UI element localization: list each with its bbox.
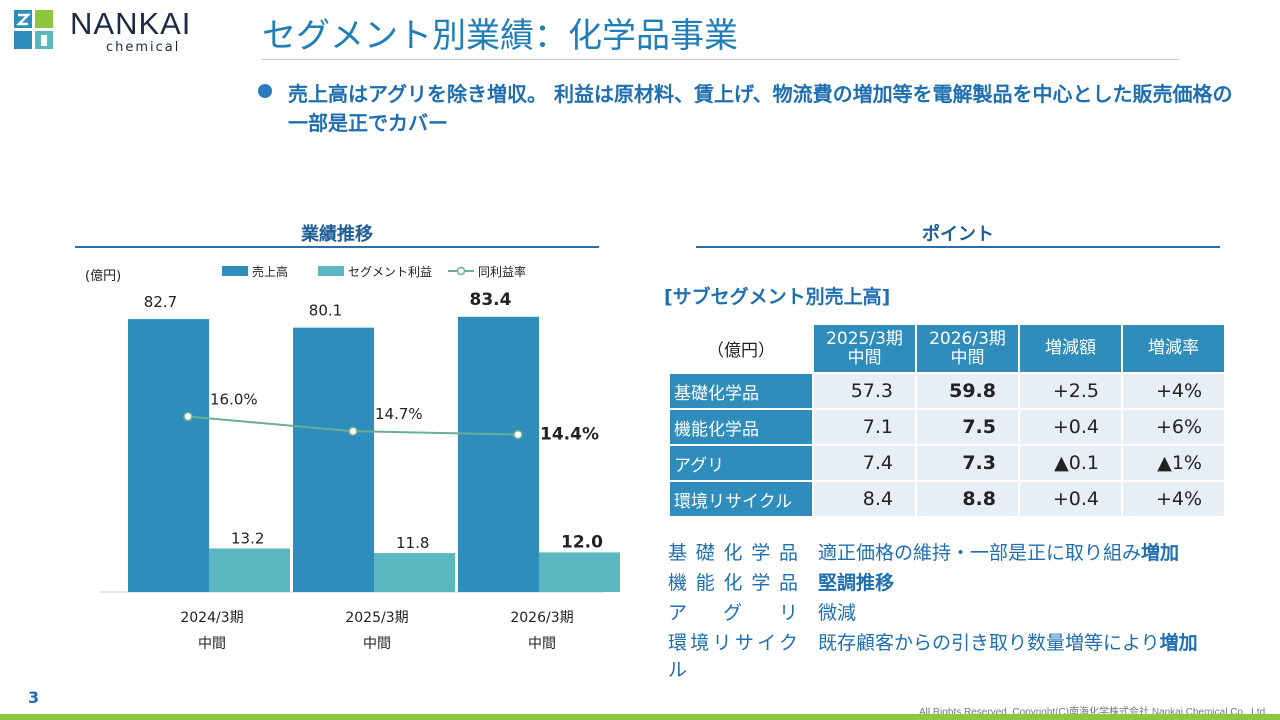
x-tick-label: 2025/3期: [345, 610, 408, 626]
title-divider: [262, 59, 1180, 60]
bar-segment-profit: [209, 548, 290, 592]
list-item: アグリ 微減: [668, 598, 1268, 628]
legend-label-profit: セグメント利益: [348, 265, 432, 279]
data-label-rate: 14.7%: [375, 405, 423, 423]
data-label-sales: 82.7: [144, 293, 177, 311]
data-label-profit: 12.0: [561, 532, 603, 552]
list-item: 機能化学品 堅調推移: [668, 568, 1268, 598]
bar-sales: [293, 327, 374, 592]
cell-fy2025: 8.4: [812, 480, 917, 518]
section-title-performance: 業績推移: [301, 224, 373, 245]
table-header-row: （億円） 2025/3期 中間 2026/3期 中間 増減額 増減率: [668, 323, 1226, 374]
cell-fy2025: 7.4: [812, 444, 917, 482]
col-header-change-rate: 増減率: [1121, 323, 1226, 374]
data-label-profit: 11.8: [396, 534, 429, 552]
cell-change-rate: +4%: [1121, 372, 1226, 410]
subsegment-title: [サブセグメント別売上高]: [664, 286, 891, 308]
x-tick-label: 中間: [198, 636, 226, 652]
data-label-rate: 14.4%: [540, 425, 599, 445]
note-label: 機能化学品: [668, 572, 798, 594]
cell-change-rate: +4%: [1121, 480, 1226, 518]
bar-segment-profit: [539, 552, 620, 592]
cell-change: +2.5: [1018, 372, 1123, 410]
cell-fy2026: 8.8: [915, 480, 1020, 518]
col-header-change: 増減額: [1018, 323, 1123, 374]
subsegment-sales-table: （億円） 2025/3期 中間 2026/3期 中間 増減額 増減率 基礎化学品 5…: [668, 323, 1226, 518]
table-row: 基礎化学品 57.3 59.8 +2.5 +4%: [668, 372, 1226, 410]
legend-label-sales: 売上高: [252, 264, 288, 279]
legend-label-rate: 同利益率: [478, 264, 526, 279]
bullet-icon: [258, 84, 272, 98]
copyright-text: All Rights Reserved. Copyright(C)南海化学株式会…: [919, 707, 1268, 718]
brand-subtitle: chemical: [106, 40, 181, 55]
chart-legend: 売上高 セグメント利益 同利益率: [222, 264, 526, 279]
cell-fy2025: 57.3: [812, 372, 917, 410]
col-header-fy2026: 2026/3期 中間: [915, 323, 1020, 374]
footer-bar: [0, 714, 1280, 720]
bar-sales: [458, 316, 539, 592]
table-row: アグリ 7.4 7.3 ▲0.1 ▲1%: [668, 444, 1226, 482]
cell-change: +0.4: [1018, 408, 1123, 446]
row-label: 機能化学品: [668, 408, 814, 446]
table-row: 環境リサイクル 8.4 8.8 +0.4 +4%: [668, 480, 1226, 518]
row-label: 基礎化学品: [668, 372, 814, 410]
page-title: セグメント別業績：化学品事業: [262, 16, 738, 56]
cell-fy2026: 7.3: [915, 444, 1020, 482]
x-tick-label: 2024/3期: [180, 610, 243, 626]
x-tick-label: 2026/3期: [510, 610, 573, 626]
note-label: 基礎化学品: [668, 542, 798, 564]
notes-list: 基礎化学品 適正価格の維持・一部是正に取り組み増加 機能化学品 堅調推移 アグリ…: [668, 538, 1268, 681]
data-label-sales: 80.1: [309, 302, 342, 320]
cell-change-rate: +6%: [1121, 408, 1226, 446]
cell-fy2026: 59.8: [915, 372, 1020, 410]
data-label-profit: 13.2: [231, 529, 264, 547]
performance-chart: (億円) 売上高 セグメント利益 同利益率 82.713.22024/3期中間8…: [85, 264, 620, 652]
bar-segment-profit: [374, 553, 455, 592]
row-label: アグリ: [668, 444, 814, 482]
legend-marker-rate: [456, 266, 466, 276]
x-tick-label: 中間: [528, 636, 556, 652]
cell-fy2026: 7.5: [915, 408, 1020, 446]
note-text: 堅調推移: [818, 572, 895, 594]
data-label-sales: 83.4: [470, 290, 512, 310]
row-label: 環境リサイクル: [668, 480, 814, 518]
cell-change: +0.4: [1018, 480, 1123, 518]
note-text: 微減: [818, 602, 857, 624]
section-divider: [696, 246, 1220, 248]
table-unit-label: （億円）: [668, 323, 814, 374]
brand-name: NANKAI: [70, 6, 192, 41]
page-number: 3: [28, 688, 40, 707]
list-item: 環境リサイクル 既存顧客からの引き取り数量増等により増加: [668, 628, 1268, 681]
point-profit-rate: [348, 426, 358, 436]
note-label: アグリ: [668, 602, 798, 624]
bar-sales: [128, 319, 209, 592]
x-tick-label: 中間: [363, 636, 391, 652]
summary-bullet: 売上高はアグリを除き増収。 利益は原材料、賃上げ、物流費の増加等を電解製品を中心…: [288, 82, 1233, 135]
cell-change: ▲0.1: [1018, 444, 1123, 482]
cell-fy2025: 7.1: [812, 408, 917, 446]
note-label: 環境リサイクル: [668, 632, 798, 681]
list-item: 基礎化学品 適正価格の維持・一部是正に取り組み増加: [668, 538, 1268, 568]
legend-swatch-profit: [318, 266, 344, 276]
col-header-fy2025: 2025/3期 中間: [812, 323, 917, 374]
chart-unit-label: (億円): [85, 268, 121, 284]
note-text: 既存顧客からの引き取り数量増等により増加: [818, 632, 1198, 654]
data-label-rate: 16.0%: [210, 391, 258, 409]
note-text: 適正価格の維持・一部是正に取り組み増加: [818, 542, 1180, 564]
point-profit-rate: [513, 429, 523, 440]
cell-change-rate: ▲1%: [1121, 444, 1226, 482]
company-logo: [14, 10, 53, 49]
section-divider: [75, 246, 599, 248]
table-row: 機能化学品 7.1 7.5 +0.4 +6%: [668, 408, 1226, 446]
legend-swatch-sales: [222, 266, 248, 276]
point-profit-rate: [183, 411, 193, 422]
section-title-points: ポイント: [922, 224, 994, 245]
